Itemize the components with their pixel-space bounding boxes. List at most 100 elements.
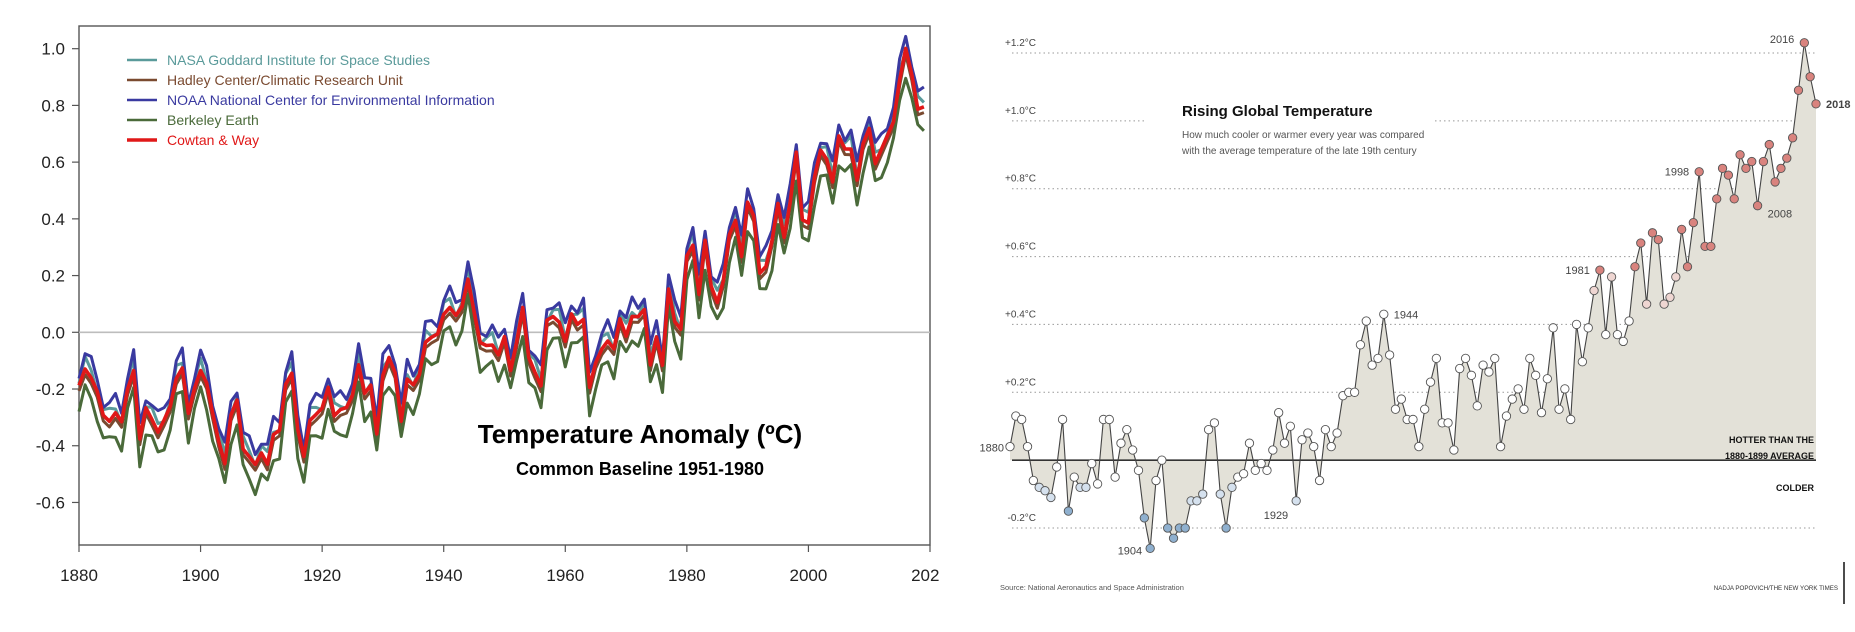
data-point	[1723, 170, 1734, 180]
data-point	[1787, 133, 1798, 143]
y-tick-label: +0.4°C	[1005, 309, 1036, 320]
data-point	[1706, 241, 1716, 252]
data-point	[1478, 360, 1488, 370]
data-point	[1764, 139, 1774, 150]
data-point	[1151, 475, 1161, 486]
data-point	[1215, 489, 1225, 499]
data-point	[1577, 357, 1588, 367]
year-label: 2008	[1768, 209, 1792, 221]
data-point	[1490, 353, 1500, 364]
x-tick-label: 1940	[425, 566, 463, 585]
x-tick-label: 1900	[182, 566, 220, 585]
y-tick-label: 0.6	[41, 153, 65, 172]
data-point	[1682, 262, 1693, 272]
x-tick-label: 2000	[790, 566, 828, 585]
data-point	[1203, 424, 1214, 435]
data-point	[1618, 336, 1628, 347]
data-point	[1466, 370, 1477, 380]
source-note: Source: National Aeronautics and Space A…	[1000, 583, 1184, 592]
data-point	[1379, 309, 1389, 319]
data-point	[1396, 394, 1406, 404]
y-tick-label: +0.2°C	[1005, 377, 1036, 388]
plot-frame	[78, 25, 931, 546]
data-point	[1560, 384, 1570, 394]
data-point	[1209, 418, 1220, 428]
data-point	[1455, 363, 1465, 374]
y-axis-ticks: -0.6 -0.4 -0.2 0.0 0.2 0.4 0.6 0.8 1.0	[36, 40, 79, 512]
y-tick-label: +0.6°C	[1005, 242, 1036, 253]
x-tick-label: 1920	[303, 566, 341, 585]
data-point	[1793, 85, 1804, 95]
y-tick-label: 0.0	[41, 323, 65, 342]
data-point	[1712, 194, 1722, 204]
data-point	[1729, 194, 1739, 204]
legend-label: NASA Goddard Institute for Space Studies	[167, 52, 430, 68]
legend-label: Berkeley Earth	[167, 112, 259, 128]
data-point	[1624, 316, 1634, 326]
data-point	[1268, 445, 1278, 455]
y-tick-label: 1.0	[41, 40, 65, 59]
year-label: 2016	[1770, 34, 1794, 46]
data-point	[1332, 428, 1342, 438]
data-point	[1408, 414, 1418, 425]
year-label: 1904	[1118, 545, 1142, 557]
data-point	[1057, 414, 1068, 425]
chart-title: Temperature Anomaly (ºC)	[478, 419, 802, 449]
data-point	[1420, 404, 1430, 414]
y-tick-label: -0.2	[36, 380, 65, 399]
data-point	[1782, 153, 1792, 163]
data-point	[1688, 217, 1698, 228]
data-point	[1571, 319, 1582, 330]
temperature-anomaly-chart: -0.6-0.4-0.20.00.20.40.60.81.0 1880 1900 1…	[36, 25, 940, 585]
data-point	[1414, 441, 1424, 452]
data-point	[1244, 438, 1255, 448]
data-point	[1022, 441, 1033, 452]
data-point	[1297, 435, 1307, 445]
data-point	[1513, 384, 1523, 394]
data-point	[1110, 472, 1120, 482]
data-point	[1069, 472, 1079, 482]
data-point	[1005, 441, 1015, 452]
data-point	[1145, 543, 1155, 554]
y-tick-label: -0.6	[36, 493, 65, 512]
data-point	[1595, 265, 1605, 275]
data-point	[1636, 238, 1646, 248]
series-line-4	[77, 46, 925, 467]
data-point	[1279, 438, 1290, 448]
data-point	[1192, 496, 1202, 506]
data-point	[1770, 177, 1780, 187]
data-point	[1163, 523, 1173, 533]
data-point	[1612, 329, 1623, 340]
right-chart-title: Rising Global Temperature	[1182, 103, 1373, 120]
y-tick-label: +0.8°C	[1005, 174, 1036, 185]
year-label: 1981	[1565, 265, 1589, 277]
data-point	[1384, 350, 1395, 360]
area-fill	[1010, 42, 1816, 549]
data-point	[1349, 387, 1360, 397]
hotter-label-line-2: 1880-1899 AVERAGE	[1725, 451, 1814, 461]
y-tick-label: 0.4	[41, 210, 65, 229]
data-point	[1092, 479, 1103, 489]
data-point	[1303, 428, 1313, 438]
data-point	[1717, 163, 1728, 173]
title-backdrop	[1145, 92, 1435, 162]
chart-subtitle: Common Baseline 1951-1980	[516, 459, 764, 479]
x-axis-ticks: 1880 1900 1920 1940 1960 1980 2000 2020	[60, 545, 940, 585]
data-point	[1122, 424, 1132, 435]
data-point	[1501, 411, 1512, 421]
year-label: 1998	[1665, 167, 1689, 179]
data-points	[1005, 38, 1821, 554]
year-label: 1944	[1394, 309, 1418, 321]
data-point	[1262, 465, 1272, 475]
data-point	[1525, 353, 1535, 364]
legend-label: NOAA National Center for Environmental I…	[167, 92, 495, 108]
data-point	[1081, 482, 1091, 492]
data-point	[1460, 353, 1471, 364]
data-point	[1104, 414, 1114, 425]
data-point	[1390, 404, 1401, 414]
data-point	[1484, 367, 1494, 377]
data-point	[1285, 421, 1295, 431]
y-tick-label: 0.8	[41, 96, 65, 115]
data-point	[1536, 408, 1547, 418]
